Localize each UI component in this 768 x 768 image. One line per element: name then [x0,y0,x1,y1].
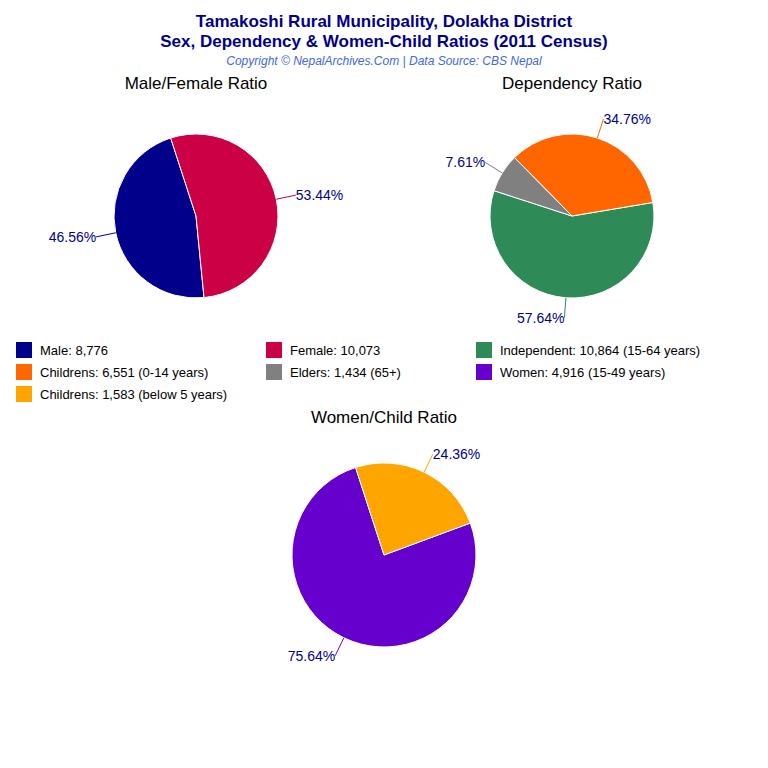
html-text:Women/Child Ratio: Women/Child Ratio [310,408,458,427]
svg-text:46.56%: 46.56% [49,229,96,245]
html-text:Sex, Dependency & Women-Child: Sex, Dependency & Women-Child Ratios (20… [160,32,608,51]
html-text:Childrens: 6,551 (0-14 years): Childrens: 6,551 (0-14 years) [40,364,209,380]
html-text:Male: 8,776: Male: 8,776 [40,342,108,358]
html-text:Elders: 1,434 (65+): Elders: 1,434 (65+) [290,364,401,380]
svg-text:34.76%: 34.76% [603,111,650,127]
svg-text:24.36%: 24.36% [433,446,480,462]
html-text:Dependency Ratio: Dependency Ratio [502,74,642,93]
svg-text:53.44%: 53.44% [296,187,343,203]
html-text:Female: 10,073: Female: 10,073 [290,342,381,358]
svg-text:75.64%: 75.64% [288,648,335,664]
svg-text:7.61%: 7.61% [446,154,486,170]
html-text:Tamakoshi Rural Municipality,: Tamakoshi Rural Municipality, Dolakha Di… [195,12,573,31]
html-text:Women: 4,916 (15-49 years): Women: 4,916 (15-49 years) [500,364,666,380]
svg-text:57.64%: 57.64% [517,310,564,326]
html-text:Male/Female Ratio: Male/Female Ratio [124,74,268,93]
html-text:Copyright © NepalArchives.Com: Copyright © NepalArchives.Com | Data Sou… [226,54,542,68]
html-text:Independent: 10,864 (15-64 yea: Independent: 10,864 (15-64 years) [500,342,701,358]
html-text:Childrens: 1,583 (below 5 year: Childrens: 1,583 (below 5 years) [40,386,228,402]
